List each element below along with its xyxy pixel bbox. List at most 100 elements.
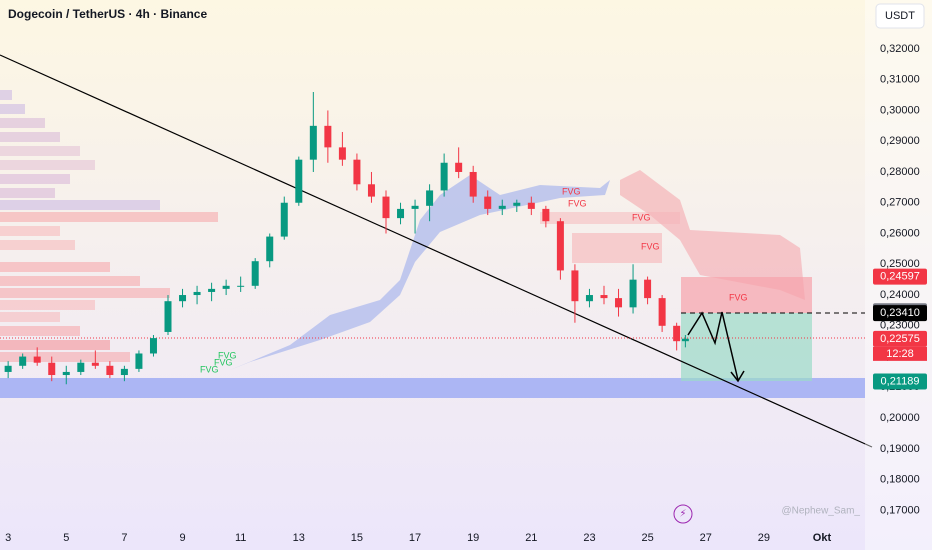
candle-body xyxy=(411,205,419,209)
price-tag xyxy=(873,305,927,322)
candle-body xyxy=(251,261,259,286)
logo-icon: ⚡ xyxy=(679,509,686,520)
arrow-head xyxy=(730,370,745,383)
candle-body xyxy=(77,362,85,372)
candle-body xyxy=(673,325,681,342)
x-tick-label: Okt xyxy=(813,532,832,544)
y-tick-label: 0,17000 xyxy=(880,504,920,516)
candle-body xyxy=(309,125,317,160)
candle-body xyxy=(397,208,405,219)
candle-body xyxy=(556,221,564,271)
price-tag xyxy=(873,373,927,390)
candle-body xyxy=(455,162,463,172)
fvg-label: FVG xyxy=(218,350,237,360)
x-tick-label: 9 xyxy=(179,532,185,544)
candle-body xyxy=(91,362,99,366)
price-tag-label: 0,23410 xyxy=(880,307,920,319)
candle-body xyxy=(193,291,201,296)
currency-box[interactable] xyxy=(875,3,925,29)
y-tick-label: 0,30000 xyxy=(880,104,920,116)
candle-body xyxy=(658,298,666,326)
candle-body xyxy=(33,356,41,363)
candle-body xyxy=(615,298,623,308)
fvg-label: FVG xyxy=(641,241,660,251)
fvg-label: FVG xyxy=(632,212,651,222)
currency: USDT xyxy=(885,10,915,22)
fvg-label: FVG xyxy=(568,198,587,208)
price-tag-label: 0,21189 xyxy=(881,375,920,387)
candle-body xyxy=(681,338,689,342)
candle-body xyxy=(237,285,245,287)
logo xyxy=(673,504,693,524)
candle-body xyxy=(527,202,535,209)
y-tick-label: 0,31000 xyxy=(880,74,920,86)
x-tick-label: 19 xyxy=(467,532,479,544)
y-tick-label: 0,20000 xyxy=(880,412,920,424)
x-tick-label: 3 xyxy=(5,532,11,544)
candle-body xyxy=(280,202,288,237)
candle-body xyxy=(440,162,448,191)
candle-body xyxy=(48,362,56,376)
x-tick-label: 15 xyxy=(351,532,363,544)
candle-body xyxy=(338,147,346,160)
candle-body xyxy=(469,171,477,197)
candle-body xyxy=(353,159,361,185)
candle-body xyxy=(149,338,157,354)
y-tick-label: 0,32000 xyxy=(880,43,920,55)
price-tag-label: 0,22575 xyxy=(880,333,920,345)
x-tick-label: 29 xyxy=(758,532,770,544)
candle-body xyxy=(106,365,114,376)
candle-body xyxy=(585,295,593,302)
projection-arrow xyxy=(687,311,739,381)
x-tick-label: 7 xyxy=(121,532,127,544)
fvg-label: FVG xyxy=(214,357,233,367)
candle-body xyxy=(484,196,492,209)
candle-body xyxy=(135,353,143,369)
y-tick-label: 0,18000 xyxy=(880,474,920,486)
watermark: @Nephew_Sam_ xyxy=(781,506,860,517)
y-tick-label: 0,28000 xyxy=(880,166,920,178)
candle-body xyxy=(644,279,652,299)
candle-body xyxy=(19,356,27,366)
y-tick-label: 0,19000 xyxy=(880,443,920,455)
x-tick-label: 27 xyxy=(700,532,712,544)
candle-body xyxy=(600,295,608,299)
y-tick-label: 0,29000 xyxy=(880,135,920,147)
countdown: 12:28 xyxy=(886,348,914,360)
x-tick-label: 17 xyxy=(409,532,421,544)
fvg-label: FVG xyxy=(562,186,581,196)
x-tick-label: 13 xyxy=(293,532,305,544)
candle-body xyxy=(382,196,390,219)
y-tick-label: 0,24000 xyxy=(880,289,920,301)
y-tick-label: 0,27000 xyxy=(880,197,920,209)
candle-body xyxy=(266,236,274,262)
fvg-label: FVG xyxy=(200,364,219,374)
candle-body xyxy=(4,365,12,372)
countdown-box xyxy=(873,346,927,361)
price-tag xyxy=(873,330,927,347)
candle-body xyxy=(513,202,521,206)
x-tick-label: 21 xyxy=(525,532,537,544)
volume-profile xyxy=(0,90,218,362)
candle-body xyxy=(120,368,128,376)
y-tick-label: 0,25000 xyxy=(880,258,920,270)
candle-body xyxy=(571,270,579,302)
trendline xyxy=(0,54,873,448)
cloud xyxy=(0,170,865,398)
candle-body xyxy=(179,295,187,302)
y-tick-label: 0,26000 xyxy=(880,227,920,239)
fvg-label: FVG xyxy=(729,292,748,302)
candle-body xyxy=(629,279,637,308)
candle-body xyxy=(164,301,172,332)
x-tick-label: 11 xyxy=(235,532,246,544)
x-tick-label: 5 xyxy=(63,532,69,544)
candle-body xyxy=(367,184,375,197)
price-tag xyxy=(873,268,927,285)
candle-body xyxy=(222,285,230,289)
candle-body xyxy=(295,159,303,203)
chart-title: Dogecoin / TetherUS · 4h · Binance xyxy=(8,7,207,21)
candle-body xyxy=(498,205,506,209)
candle-body xyxy=(208,288,216,292)
x-tick-label: 25 xyxy=(641,532,653,544)
price-tag-label: 0,24597 xyxy=(880,271,920,283)
